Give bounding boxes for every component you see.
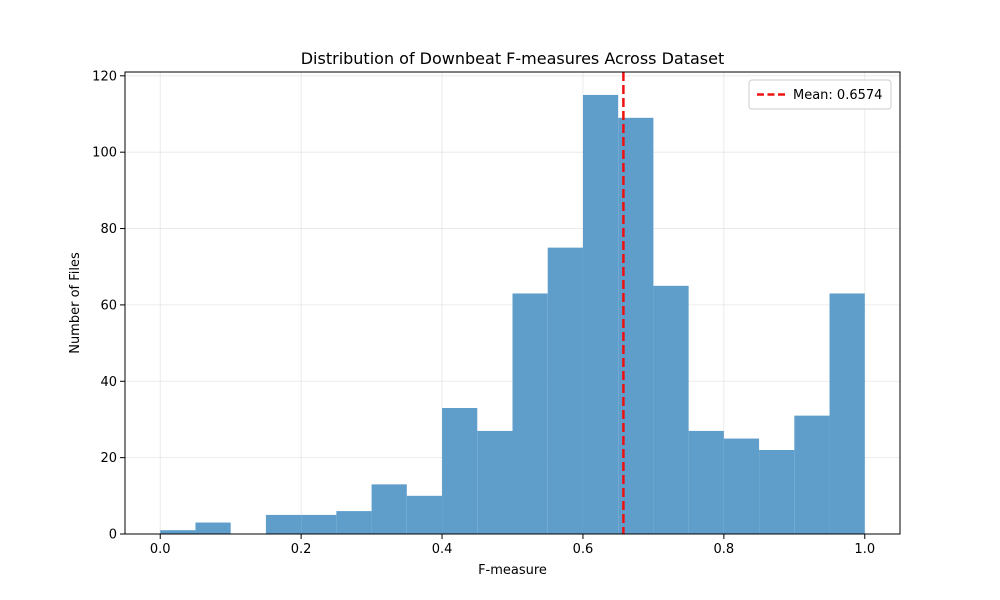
histogram-bar (301, 514, 337, 534)
y-axis-ticks: 0 20 40 60 80 100 120 (92, 69, 125, 543)
histogram-bar (759, 450, 795, 534)
y-tick-label: 60 (100, 298, 117, 313)
x-tick-label: 0.2 (291, 542, 312, 557)
x-tick-label: 0.8 (714, 542, 735, 557)
histogram-bar (195, 522, 231, 534)
y-tick-label: 0 (109, 528, 117, 543)
histogram-bar (160, 530, 196, 534)
y-tick-label: 40 (100, 375, 117, 390)
x-tick-label: 0.6 (573, 542, 594, 557)
x-axis-ticks: 0.0 0.2 0.4 0.6 0.8 1.0 (150, 534, 875, 557)
histogram-bar (477, 430, 513, 534)
histogram-bars (160, 94, 865, 535)
legend-mean-label: Mean: 0.6574 (793, 88, 882, 103)
histogram-bar (688, 430, 724, 534)
y-tick-label: 100 (92, 146, 117, 161)
y-tick-label: 80 (100, 222, 117, 237)
histogram-bar (336, 511, 372, 534)
chart-title: Distribution of Downbeat F-measures Acro… (301, 49, 725, 68)
plot-frame (124, 71, 901, 535)
histogram-bar (265, 514, 302, 534)
x-axis-label: F-measure (478, 563, 547, 578)
legend-box (748, 79, 892, 110)
histogram-bar (723, 438, 760, 534)
histogram-bar (406, 495, 443, 534)
x-tick-label: 0.4 (432, 542, 453, 557)
histogram-bar (512, 293, 548, 534)
histogram-bar (371, 484, 407, 534)
histogram-bar (829, 293, 865, 534)
histogram-bar (794, 415, 830, 534)
legend: Mean: 0.6574 (748, 79, 892, 110)
y-axis-label: Number of Files (68, 252, 83, 354)
y-tick-label: 120 (92, 69, 117, 84)
histogram-bar (442, 408, 478, 534)
x-tick-label: 1.0 (854, 542, 875, 557)
histogram-bar (547, 247, 583, 535)
histogram-bar (653, 285, 689, 534)
histogram-bar (582, 94, 619, 534)
y-tick-label: 20 (100, 451, 117, 466)
x-tick-label: 0.0 (150, 542, 171, 557)
